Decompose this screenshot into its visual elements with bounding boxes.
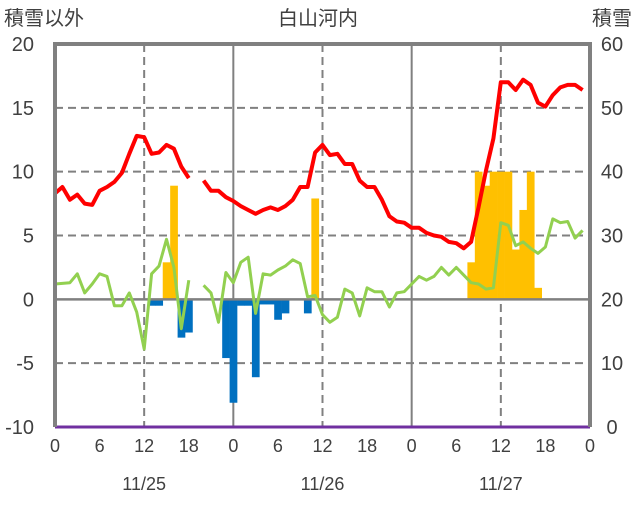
plot-frame <box>53 42 592 427</box>
right-tick-label: 60 <box>601 34 623 56</box>
bar <box>229 299 238 403</box>
bar <box>303 299 312 314</box>
bar <box>311 198 320 300</box>
left-tick-label: -5 <box>16 353 34 375</box>
bar <box>222 299 230 359</box>
x-tick-label: 0 <box>585 436 595 456</box>
bar <box>519 209 528 300</box>
left-tick-label: 0 <box>23 289 34 311</box>
bar <box>504 171 513 300</box>
date-label: 11/26 <box>301 474 345 494</box>
x-tick-label: 0 <box>50 436 60 456</box>
bar <box>162 262 171 300</box>
bar <box>237 299 245 306</box>
bar <box>497 171 505 300</box>
left-axis-title: 積雪以外 <box>4 7 84 30</box>
right-tick-label: 10 <box>601 353 623 375</box>
bar <box>489 171 498 300</box>
x-tick-label: 0 <box>228 436 238 456</box>
bar <box>274 299 282 320</box>
bar <box>259 299 268 305</box>
bar <box>155 299 164 306</box>
chart-title: 白山河内 <box>278 7 358 30</box>
x-tick-label: 12 <box>491 436 511 456</box>
x-tick-label: 18 <box>179 436 199 456</box>
left-tick-label: 20 <box>12 34 34 56</box>
temperature-line <box>202 217 584 324</box>
bar <box>147 299 156 306</box>
date-label: 11/25 <box>122 474 166 494</box>
bar <box>474 171 483 300</box>
left-tick-label: 5 <box>23 226 34 248</box>
left-tick-label: -10 <box>5 417 34 439</box>
bar <box>185 299 193 333</box>
x-tick-label: 6 <box>451 436 461 456</box>
x-tick-label: 12 <box>312 436 332 456</box>
bar <box>526 171 535 300</box>
left-tick-label: 10 <box>12 162 34 184</box>
bar <box>170 185 178 300</box>
bar <box>266 299 275 305</box>
x-tick-label: 18 <box>357 436 377 456</box>
right-axis-title: 積雪 <box>592 7 632 30</box>
x-tick-label: 0 <box>407 436 417 456</box>
bar <box>281 299 290 314</box>
snow-depth-line <box>53 133 191 207</box>
bar <box>251 299 260 378</box>
right-tick-label: 40 <box>601 162 623 184</box>
right-tick-label: 20 <box>601 289 623 311</box>
date-label: 11/27 <box>479 474 523 494</box>
snow-depth-line <box>201 77 584 251</box>
x-tick-label: 6 <box>95 436 105 456</box>
bar <box>244 299 253 306</box>
bar <box>534 287 543 300</box>
left-tick-label: 15 <box>12 98 34 120</box>
x-tick-label: 6 <box>273 436 283 456</box>
bar <box>482 185 490 300</box>
bar <box>511 249 520 300</box>
right-tick-label: 30 <box>601 226 623 248</box>
x-tick-label: 12 <box>134 436 154 456</box>
temperature-line <box>54 237 191 351</box>
right-tick-label: 0 <box>606 417 617 439</box>
right-tick-label: 50 <box>601 98 623 120</box>
x-tick-label: 18 <box>535 436 555 456</box>
